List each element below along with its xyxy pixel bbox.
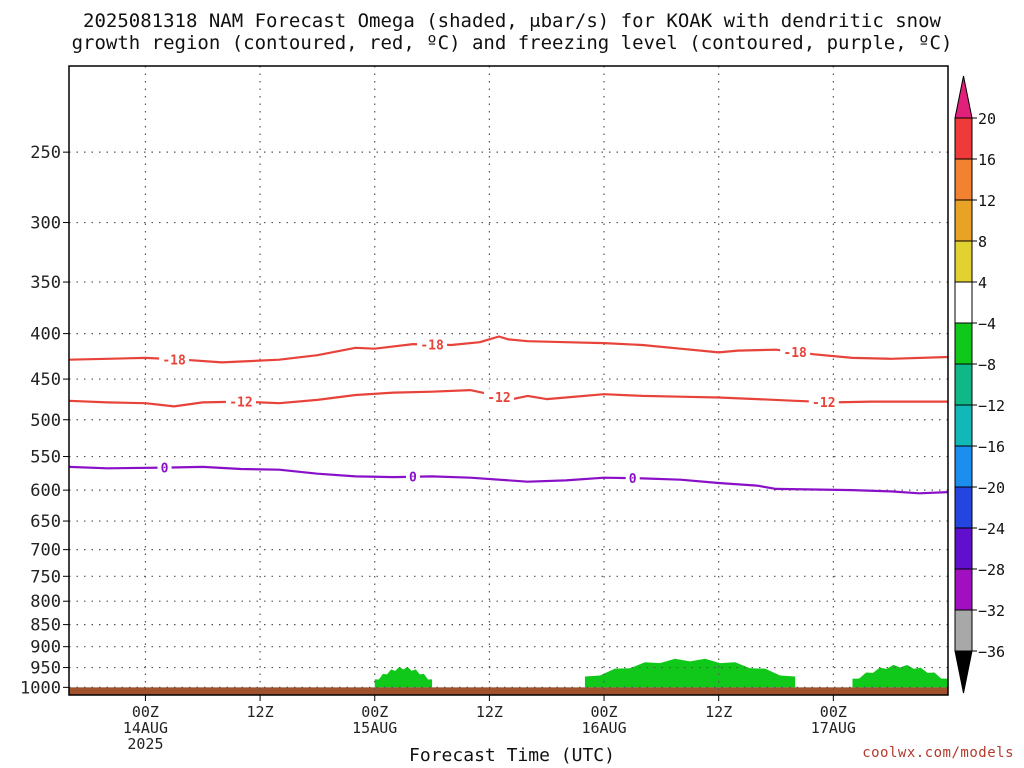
y-tick-label: 800 bbox=[30, 592, 61, 612]
x-tick-label: 15AUG bbox=[352, 719, 397, 737]
colorbar-label: −32 bbox=[978, 602, 1005, 620]
colorbar-band bbox=[954, 568, 973, 611]
colorbar-label: 8 bbox=[978, 233, 987, 251]
colorbar-band bbox=[954, 117, 973, 160]
colorbar-band bbox=[954, 445, 973, 488]
colorbar-band bbox=[954, 240, 973, 283]
y-tick-label: 650 bbox=[30, 512, 61, 532]
contour-label-bg bbox=[780, 343, 811, 360]
colorbar-label: −20 bbox=[978, 479, 1005, 497]
y-tick-label: 400 bbox=[30, 325, 61, 345]
plot-frame bbox=[68, 65, 949, 696]
y-tick-label: 950 bbox=[30, 659, 61, 679]
omega-shaded-region bbox=[584, 658, 796, 688]
y-tick-label: 500 bbox=[30, 411, 61, 431]
colorbar-label: 12 bbox=[978, 192, 996, 210]
contour-line bbox=[68, 465, 949, 495]
contour-label: -18 bbox=[783, 346, 807, 361]
contour-label-bg bbox=[808, 393, 839, 410]
contour-label: 0 bbox=[629, 472, 637, 487]
contour-label: -12 bbox=[487, 391, 510, 406]
colorbar-label: −16 bbox=[978, 438, 1005, 456]
colorbar-label: 4 bbox=[978, 274, 987, 292]
y-tick-label: 300 bbox=[30, 214, 61, 234]
y-tick-label: 350 bbox=[30, 273, 61, 293]
terrain-fill bbox=[69, 687, 948, 695]
colorbar-band bbox=[954, 199, 973, 242]
y-tick-label: 700 bbox=[30, 541, 61, 561]
x-tick-label: 00Z bbox=[132, 703, 159, 721]
y-tick-label: 750 bbox=[30, 567, 61, 587]
chart-title-line-1: 2025081318 NAM Forecast Omega (shaded, μ… bbox=[83, 10, 941, 32]
y-tick-label: 600 bbox=[30, 481, 61, 501]
colorbar-label: −12 bbox=[978, 397, 1005, 415]
colorbar-band bbox=[954, 609, 973, 652]
colorbar-label: −36 bbox=[978, 643, 1005, 661]
y-tick-label: 250 bbox=[30, 143, 61, 163]
x-tick-label: 12Z bbox=[705, 703, 732, 721]
x-axis-title: Forecast Time (UTC) bbox=[409, 745, 615, 766]
x-tick-label: 12Z bbox=[247, 703, 274, 721]
colorbar-label: −28 bbox=[978, 561, 1005, 579]
contour-label-bg bbox=[625, 470, 640, 487]
colorbar-top-arrow bbox=[954, 75, 973, 119]
colorbar-label: 20 bbox=[978, 110, 996, 128]
chart-title-line-2: growth region (contoured, red, ºC) and f… bbox=[71, 32, 953, 54]
contour-label-bg bbox=[483, 389, 514, 406]
colorbar-band bbox=[954, 322, 973, 365]
contour-label: -12 bbox=[229, 396, 252, 411]
contour-label-bg bbox=[225, 393, 256, 410]
colorbar-bottom-arrow bbox=[954, 650, 973, 694]
y-tick-label: 900 bbox=[30, 638, 61, 658]
y-tick-label: 1000 bbox=[20, 678, 61, 698]
colorbar-label: −8 bbox=[978, 356, 996, 374]
contour-label: -18 bbox=[420, 339, 444, 354]
colorbar-label: 16 bbox=[978, 151, 996, 169]
x-tick-label: 00Z bbox=[361, 703, 388, 721]
x-tick-label: 14AUG bbox=[123, 719, 168, 737]
x-tick-label: 2025 bbox=[127, 735, 163, 753]
plot-area bbox=[69, 66, 948, 695]
colorbar-band bbox=[954, 363, 973, 406]
omega-shaded-region bbox=[374, 666, 433, 688]
y-tick-label: 850 bbox=[30, 616, 61, 636]
colorbar-band bbox=[954, 486, 973, 529]
y-tick-label: 450 bbox=[30, 370, 61, 390]
contour-label-bg bbox=[159, 351, 190, 368]
contour-label-bg bbox=[405, 468, 420, 485]
x-tick-label: 00Z bbox=[590, 703, 617, 721]
contour-label-bg bbox=[157, 459, 172, 476]
colorbar-band bbox=[954, 527, 973, 570]
x-tick-label: 12Z bbox=[476, 703, 503, 721]
colorbar-band bbox=[954, 281, 973, 324]
contour-label: 0 bbox=[409, 471, 417, 486]
watermark: coolwx.com/models bbox=[862, 745, 1014, 761]
colorbar-label: −24 bbox=[978, 520, 1005, 538]
colorbar-band bbox=[954, 404, 973, 447]
contour-label: 0 bbox=[161, 462, 169, 477]
colorbar-band bbox=[954, 158, 973, 201]
x-tick-label: 16AUG bbox=[581, 719, 626, 737]
contour-line bbox=[68, 335, 949, 364]
omega-shaded-region bbox=[852, 664, 948, 688]
contour-label-bg bbox=[417, 336, 448, 353]
colorbar-label: −4 bbox=[978, 315, 996, 333]
x-tick-label: 00Z bbox=[820, 703, 847, 721]
contour-label: -12 bbox=[812, 396, 835, 411]
x-tick-label: 17AUG bbox=[811, 719, 856, 737]
contour-label: -18 bbox=[162, 353, 186, 368]
y-tick-label: 550 bbox=[30, 448, 61, 468]
